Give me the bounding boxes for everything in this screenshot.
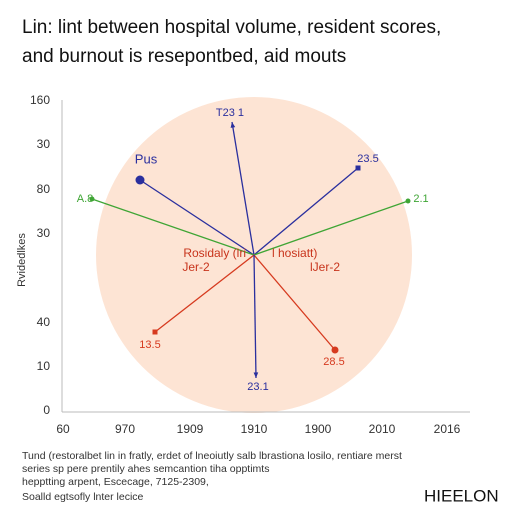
x-tick-label: 1909 <box>177 422 204 436</box>
y-tick-label: 160 <box>30 93 50 107</box>
ray <box>253 254 336 351</box>
y-tick-label: 30 <box>37 226 51 240</box>
x-tick-label: 2016 <box>434 422 461 436</box>
ray <box>253 167 359 256</box>
ray-label: T23 1 <box>216 107 244 119</box>
center-label: Rosidaly (lri <box>183 246 246 260</box>
caption: hepptting arpent, Escecage, 7125-2309, <box>22 476 209 488</box>
ray <box>139 179 255 256</box>
y-tick-label: 80 <box>37 182 51 196</box>
ray <box>154 254 255 333</box>
x-tick-label: 1910 <box>241 422 268 436</box>
ray-label: A.8 <box>77 193 94 205</box>
ray-label: 28.5 <box>323 356 344 368</box>
x-tick-label: 60 <box>56 422 70 436</box>
ray <box>253 200 409 256</box>
ray-label: 23.1 <box>247 381 268 393</box>
y-tick-label: 0 <box>43 403 50 417</box>
ray-end <box>89 196 95 202</box>
center-label: lJer-2 <box>310 260 340 274</box>
x-tick-label: 2010 <box>369 422 396 436</box>
caption: series sp pere prentily ahes semcantion … <box>22 463 269 475</box>
ray-end <box>152 329 158 335</box>
ray-end <box>230 122 236 128</box>
ray-label: 2.1 <box>413 193 428 205</box>
chart-title: Lin: lint between hospital volume, resid… <box>22 17 441 38</box>
ray-end <box>253 372 259 378</box>
y-tick-label: 10 <box>37 359 51 373</box>
ray-label: 13.5 <box>139 339 160 351</box>
footer: Soalld egtsofly lnter lecice <box>22 491 144 503</box>
y-tick-label: 40 <box>37 315 51 329</box>
caption: Tund (restoralbet lin in fratly, erdet o… <box>22 450 402 462</box>
ray-end <box>355 165 361 171</box>
x-tick-label: 1900 <box>305 422 332 436</box>
chart-title: and burnout is resepontbed, aid mouts <box>22 46 346 67</box>
ray-end <box>331 346 339 354</box>
ray <box>253 254 257 379</box>
center-label: l hosiatt) <box>272 246 317 260</box>
ray-label: 23.5 <box>357 153 378 165</box>
x-tick-label: 970 <box>115 422 135 436</box>
center-label: Jer-2 <box>182 260 210 274</box>
brand: HIEELON <box>424 486 499 505</box>
ray-label: Pus <box>135 151 158 166</box>
ray <box>231 121 255 256</box>
ray-end <box>135 175 145 185</box>
ray-end <box>405 198 411 204</box>
y-tick-label: 30 <box>37 137 51 151</box>
y-axis-label: Rvidedlkes <box>16 233 28 287</box>
ray <box>91 198 255 256</box>
